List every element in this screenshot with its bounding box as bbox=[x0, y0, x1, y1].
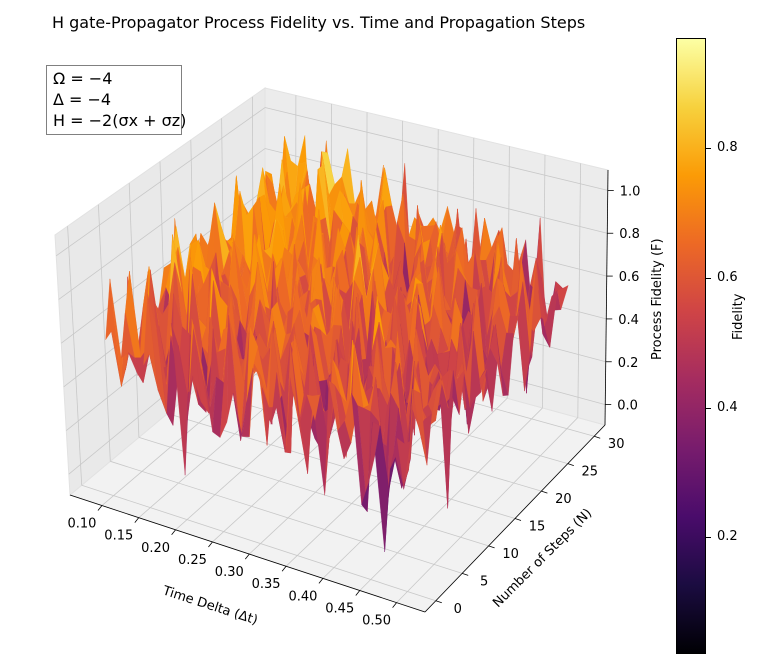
grid-line-y bbox=[98, 204, 111, 462]
y-tick-label: 20 bbox=[555, 492, 572, 507]
x-axis-label: Time Delta (Δt) bbox=[160, 583, 260, 628]
z-tick-label: 0.6 bbox=[619, 270, 640, 285]
x-tick-label: 0.45 bbox=[325, 602, 354, 617]
x-tick-label: 0.10 bbox=[67, 517, 96, 532]
grid-line-y bbox=[81, 484, 436, 602]
grid-line-y bbox=[167, 413, 516, 519]
tick-mark bbox=[134, 517, 140, 523]
x-tick-label: 0.50 bbox=[362, 614, 391, 629]
grid-line-z bbox=[264, 107, 608, 191]
grid-line-y bbox=[110, 460, 463, 574]
tick-labels: 0.10 0.15 0.20 0.25 0.30 0.35 0.40 0.45 0.50 0 5 10… bbox=[67, 184, 640, 628]
grid-line-z bbox=[58, 148, 266, 300]
colorbar-label: Fidelity bbox=[731, 293, 746, 340]
z-tick-label: 0.4 bbox=[618, 313, 639, 328]
grid-line-z bbox=[55, 107, 266, 257]
x-tick-label: 0.20 bbox=[141, 541, 170, 556]
fidelity-surface bbox=[105, 135, 569, 553]
tick-marks bbox=[97, 189, 614, 608]
y-tick-label: 0 bbox=[454, 602, 462, 617]
colorbar-tick bbox=[706, 537, 711, 539]
omega-line: Ω = −4 bbox=[53, 69, 113, 88]
grid-line-y bbox=[138, 437, 489, 547]
y-tick-label: 5 bbox=[480, 574, 488, 589]
tick-mark bbox=[567, 463, 574, 467]
grid-line-y bbox=[67, 226, 83, 486]
x-tick-label: 0.15 bbox=[104, 529, 133, 544]
tick-mark bbox=[208, 541, 213, 548]
x-tick-label: 0.25 bbox=[178, 553, 207, 568]
y-tick-label: 25 bbox=[582, 465, 599, 480]
chart-title: H gate-Propagator Process Fidelity vs. T… bbox=[52, 13, 586, 32]
z-tick-label: 1.0 bbox=[620, 184, 641, 199]
y-tick-label: 30 bbox=[608, 437, 625, 452]
x-tick-label: 0.30 bbox=[215, 565, 244, 580]
tick-mark bbox=[541, 490, 548, 494]
tick-mark bbox=[488, 545, 495, 549]
tick-mark bbox=[435, 600, 442, 604]
colorbar-tick-label: 0.8 bbox=[717, 140, 738, 156]
delta-line: Δ = −4 bbox=[53, 90, 112, 109]
x-axis-line bbox=[69, 494, 426, 613]
tick-mark bbox=[318, 578, 324, 584]
colorbar bbox=[676, 38, 706, 654]
grid-line-x bbox=[542, 154, 546, 408]
hamiltonian-line: H = −2(σx + σz) bbox=[53, 111, 187, 130]
tick-mark bbox=[514, 518, 522, 521]
y-tick-label: 10 bbox=[502, 547, 519, 562]
z-axis-label: Process Fidelity (F) bbox=[650, 238, 665, 360]
tick-mark bbox=[355, 590, 361, 596]
x-tick-label: 0.40 bbox=[288, 589, 317, 604]
x-tick-label: 0.35 bbox=[252, 577, 281, 592]
surface-patch bbox=[396, 437, 411, 486]
tick-mark bbox=[171, 529, 176, 536]
y-tick-label: 15 bbox=[529, 520, 546, 535]
z-axis-line bbox=[604, 169, 609, 426]
grid-line-x bbox=[577, 163, 581, 418]
colorbar-tick bbox=[706, 148, 711, 150]
colorbar-tick-label: 0.6 bbox=[717, 269, 738, 285]
tick-mark bbox=[97, 505, 103, 511]
tick-mark bbox=[244, 553, 250, 560]
z-tick-label: 0.8 bbox=[619, 227, 640, 242]
grid-line-z bbox=[60, 189, 266, 344]
tick-mark bbox=[281, 565, 287, 572]
colorbar-tick-label: 0.4 bbox=[717, 399, 738, 415]
colorbar-tick bbox=[706, 407, 711, 409]
colorbar-tick-label: 0.2 bbox=[717, 529, 738, 545]
z-tick-label: 0.0 bbox=[617, 399, 638, 414]
z-tick-label: 0.2 bbox=[618, 356, 639, 371]
tick-mark bbox=[392, 602, 397, 608]
colorbar-tick bbox=[706, 277, 711, 279]
tick-mark bbox=[594, 435, 601, 439]
hamiltonian-legend-box: Ω = −4 Δ = −4 H = −2(σx + σz) bbox=[46, 65, 187, 135]
tick-mark bbox=[462, 572, 469, 576]
